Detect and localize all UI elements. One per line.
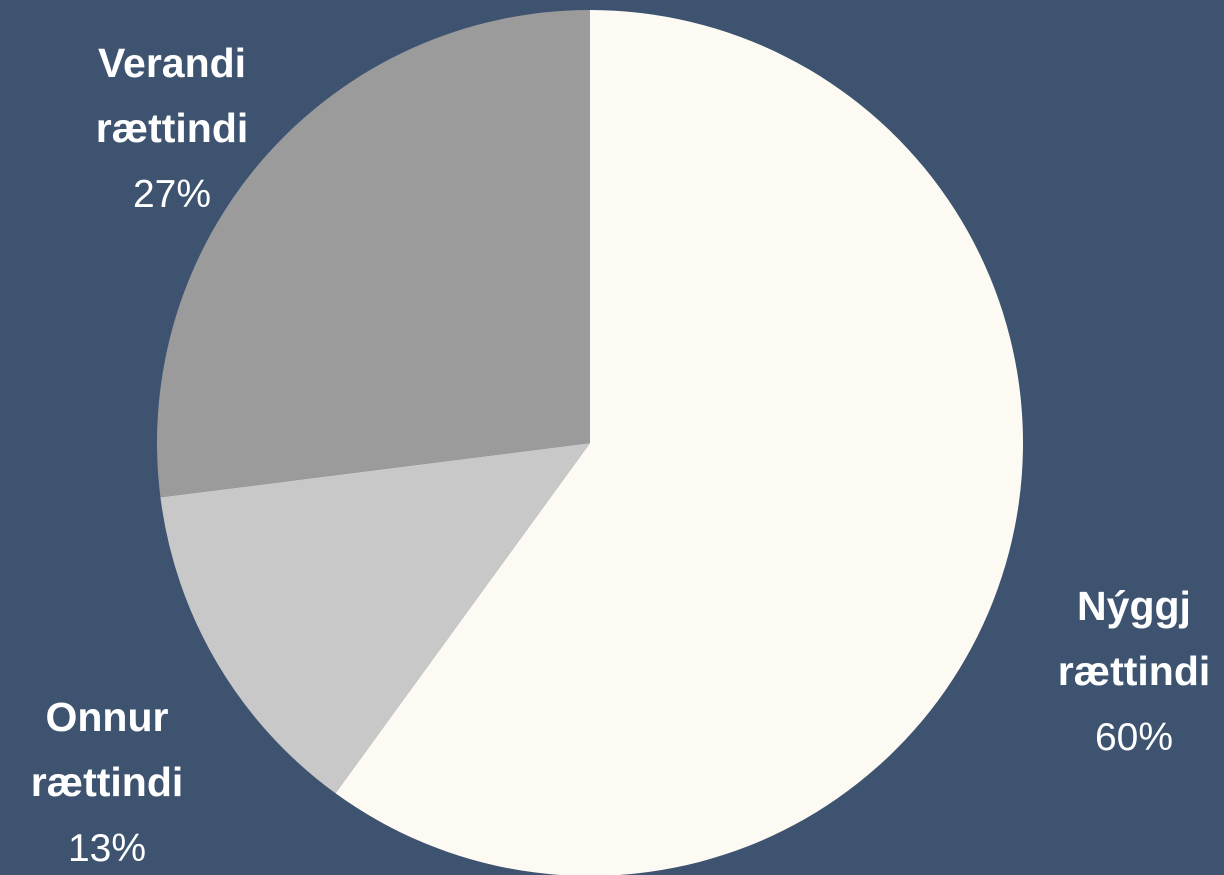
pie-slice-0 [335, 10, 1023, 875]
slice-label-line: Onnur [46, 694, 169, 740]
pie-labels: Nýggj rættindi 60% Onnur rættindi 13% Verandi r… [31, 40, 1211, 870]
slice-label-line: Verandi [98, 40, 246, 86]
pie-slice-1 [160, 443, 590, 794]
pie-slices [156, 10, 1023, 875]
slice-label-line: rættindi [1058, 648, 1211, 694]
slice-value-label: 60% [1095, 716, 1173, 759]
slice-label-0: Nýggj rættindi 60% [1058, 583, 1211, 759]
slice-label-2: Verandi rættindi 27% [96, 40, 249, 216]
pie-slice-2 [156, 10, 590, 498]
slice-label-line: Nýggj [1077, 583, 1191, 629]
slice-label-1: Onnur rættindi 13% [31, 694, 184, 870]
slice-label-line: rættindi [31, 759, 184, 805]
slice-label-line: rættindi [96, 105, 249, 151]
slice-value-label: 27% [133, 173, 211, 216]
slice-value-label: 13% [68, 827, 146, 870]
